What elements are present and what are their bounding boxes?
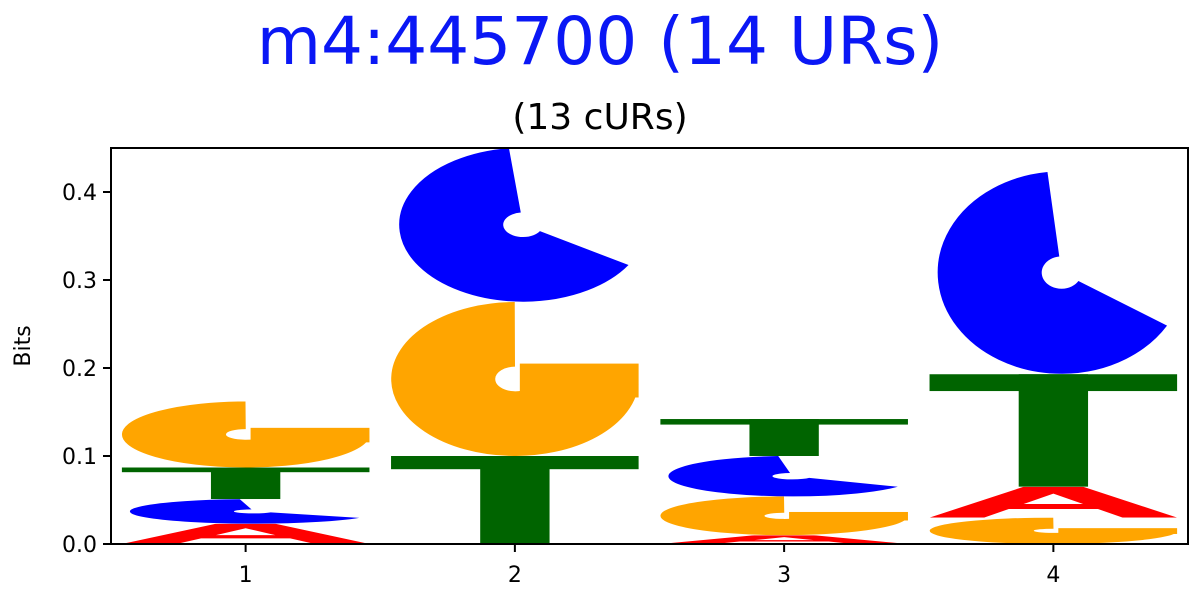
- logo-letter-t-pos4: [929, 374, 1178, 487]
- y-tick-label: 0.3: [62, 269, 97, 294]
- y-tick-label: 0.4: [62, 181, 97, 206]
- logo-letter-t-pos1: [121, 467, 370, 500]
- plot-frame: [110, 147, 1189, 545]
- logo-letter-c-pos4: [937, 172, 1167, 374]
- logo-letter-a-pos1: [121, 523, 370, 545]
- y-tick-label: 0.2: [62, 357, 97, 382]
- logo-letters: [121, 148, 1178, 545]
- x-tick-label: 4: [1046, 563, 1060, 588]
- y-axis-label: Bits: [11, 325, 36, 366]
- y-tick-label: 0.0: [62, 533, 97, 558]
- x-axis: 1 2 3 4: [239, 544, 1060, 588]
- logo-letter-a-pos3: [660, 535, 908, 544]
- x-tick-label: 3: [777, 563, 791, 588]
- logo-letter-c-pos3: [668, 456, 898, 497]
- logo-letter-t-pos3: [660, 419, 908, 456]
- logo-letter-c-pos1: [130, 499, 360, 524]
- x-tick-label: 1: [239, 563, 253, 588]
- y-axis: 0.0 0.1 0.2 0.3 0.4: [62, 181, 111, 558]
- logo-letter-a-pos4: [929, 486, 1178, 518]
- logo-letter-g-pos4: [929, 517, 1178, 544]
- logo-letter-c-pos2: [399, 148, 629, 302]
- logo-letter-t-pos2: [391, 456, 639, 544]
- x-tick-label: 2: [508, 563, 522, 588]
- chart-title: m4:445700 (14 URs): [256, 3, 944, 80]
- logo-letter-g-pos2: [391, 302, 639, 456]
- logo-letter-g-pos3: [660, 496, 908, 536]
- chart-subtitle: (13 cURs): [512, 97, 688, 138]
- logo-letter-g-pos1: [122, 401, 370, 468]
- y-tick-label: 0.1: [62, 445, 97, 470]
